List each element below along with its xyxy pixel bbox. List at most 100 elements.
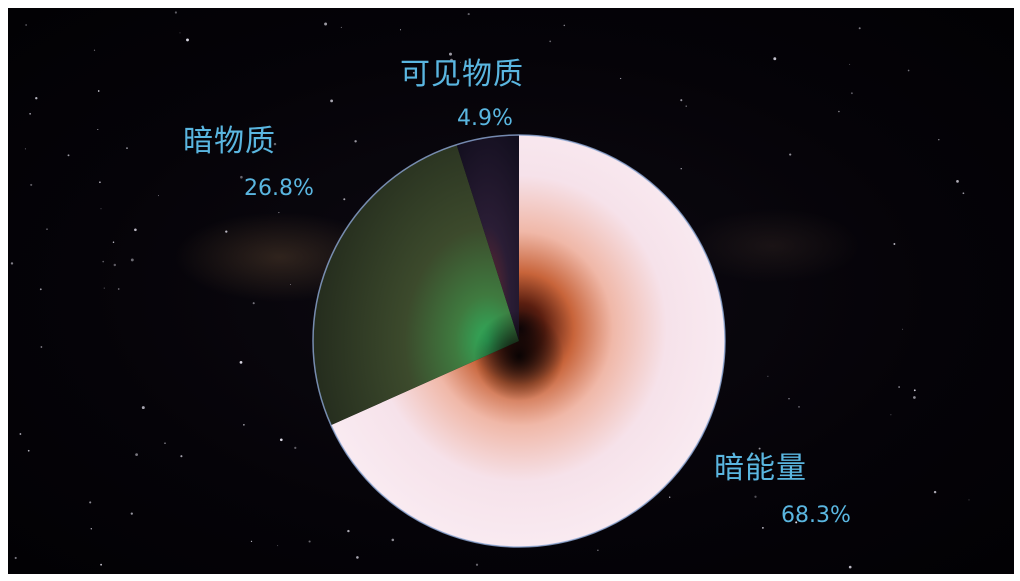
star: [134, 228, 137, 232]
star: [762, 527, 764, 529]
slice-label-dark-energy: 暗能量: [714, 451, 807, 486]
star: [758, 447, 761, 450]
star: [798, 406, 800, 408]
star: [354, 140, 357, 143]
star: [902, 328, 904, 330]
star: [549, 40, 552, 43]
star: [35, 97, 38, 100]
star: [90, 528, 92, 530]
star: [767, 375, 769, 377]
star: [330, 99, 334, 103]
star: [597, 549, 599, 551]
star: [399, 29, 402, 31]
star: [956, 180, 959, 183]
star: [277, 545, 279, 547]
star: [294, 446, 297, 450]
star: [14, 556, 17, 560]
star: [933, 490, 937, 494]
star: [680, 168, 682, 170]
star: [225, 230, 228, 233]
star: [279, 438, 283, 442]
star: [467, 13, 470, 16]
pie-outline: [312, 134, 726, 548]
star: [789, 153, 792, 156]
star: [838, 110, 840, 113]
star: [10, 262, 14, 265]
star: [117, 288, 120, 290]
star: [46, 228, 48, 230]
star: [97, 90, 100, 92]
star: [938, 138, 940, 141]
star: [669, 496, 671, 498]
star: [164, 442, 166, 444]
star: [243, 424, 245, 426]
slice-label-dark-matter: 暗物质: [183, 124, 276, 159]
star: [67, 154, 70, 157]
star: [449, 52, 452, 56]
star: [850, 92, 853, 95]
star: [356, 556, 359, 559]
star: [157, 195, 160, 197]
star: [250, 540, 253, 543]
star: [619, 77, 622, 80]
star: [179, 32, 181, 34]
star: [93, 49, 96, 51]
star: [795, 521, 798, 524]
star: [89, 501, 92, 504]
star: [324, 22, 328, 26]
star: [174, 11, 177, 14]
star: [240, 175, 243, 179]
slice-value-dark-matter: 26.8%: [244, 176, 314, 201]
star: [848, 565, 852, 569]
star: [135, 453, 138, 456]
stars: [10, 11, 970, 569]
star: [412, 71, 415, 74]
star: [40, 346, 43, 348]
pie-slice-dark-matter: [313, 144, 519, 426]
star: [680, 99, 683, 102]
star: [258, 147, 260, 149]
star: [308, 540, 311, 543]
star: [100, 563, 102, 566]
star: [754, 495, 757, 498]
star: [849, 63, 851, 65]
star: [27, 449, 30, 452]
star: [239, 361, 243, 364]
star: [391, 538, 395, 542]
star: [25, 24, 27, 26]
star: [907, 69, 910, 72]
star: [130, 258, 134, 262]
star: [141, 406, 145, 410]
star: [290, 284, 291, 285]
star: [39, 288, 42, 291]
star: [501, 63, 502, 65]
star: [112, 241, 115, 243]
star: [898, 386, 900, 388]
star: [99, 181, 101, 184]
star: [24, 148, 26, 150]
slice-label-visible-matter: 可见物质: [400, 57, 524, 92]
star: [130, 512, 133, 515]
star: [347, 529, 350, 533]
star: [126, 147, 128, 149]
star: [273, 142, 277, 146]
star: [97, 128, 99, 131]
slice-value-dark-energy: 68.3%: [781, 503, 851, 528]
star: [460, 61, 462, 63]
star: [180, 455, 183, 458]
star: [788, 398, 790, 400]
star: [113, 263, 117, 267]
star: [252, 302, 255, 305]
star: [102, 260, 105, 263]
star: [858, 27, 861, 30]
star: [893, 243, 896, 245]
star: [29, 113, 31, 115]
star: [475, 563, 479, 566]
star: [100, 208, 102, 210]
star: [186, 38, 189, 42]
star: [962, 192, 965, 195]
star: [30, 183, 33, 186]
galaxy-core-shade: [474, 311, 564, 401]
